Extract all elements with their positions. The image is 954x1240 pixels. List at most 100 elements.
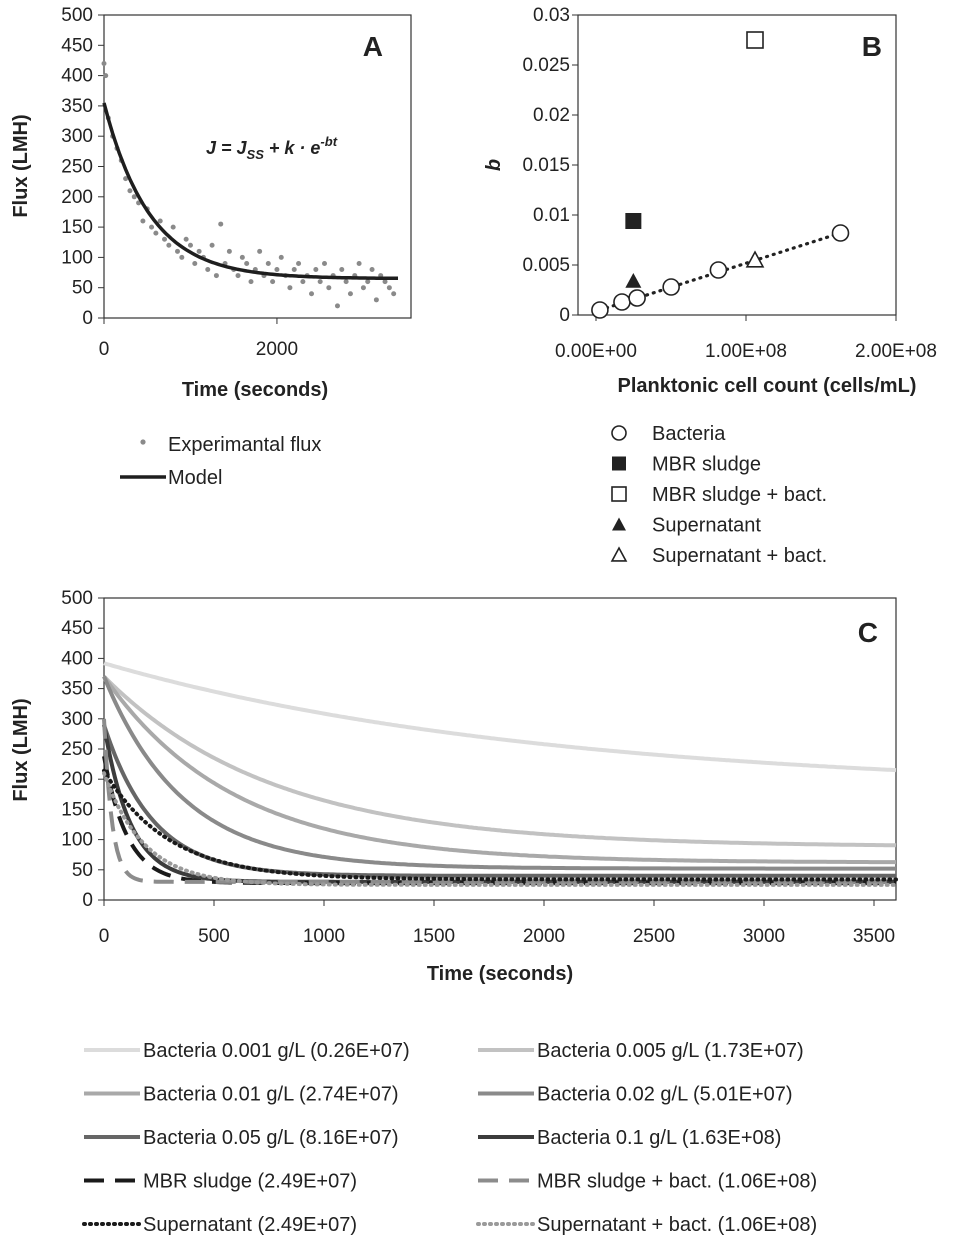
panel-a-data-point: [322, 260, 327, 266]
panel-b-legend-swatch-open-square: [611, 486, 627, 502]
panel-a-y-tick-label: 350: [61, 96, 93, 117]
panel-a-data-point: [166, 242, 172, 248]
panel-a-data-point: [309, 291, 315, 297]
panel-a-data-point: [287, 285, 293, 291]
panel-a-data-point: [162, 236, 168, 242]
panel-a-data-point: [183, 236, 189, 242]
panel-c-y-tick-label: 500: [61, 588, 93, 609]
panel-b-marker-open-circle: [628, 289, 646, 307]
panel-a-data-point: [226, 248, 232, 254]
panel-b-y-tick-label: 0.03: [533, 5, 570, 26]
panel-a-data-point: [103, 73, 109, 79]
panel-c-y-tick-label: 150: [61, 799, 93, 820]
panel-b-legend-swatch-filled-triangle: [612, 517, 626, 531]
panel-c-x-tick-label: 500: [198, 926, 230, 947]
panel-b-x-tick-label: 2.00E+08: [855, 341, 937, 362]
panel-a-data-point: [149, 224, 155, 230]
panel-a-data-point: [157, 218, 163, 224]
panel-a-x-ticks: 0 2000: [99, 318, 298, 360]
panel-c-series-line: [102, 768, 898, 882]
panel-c-legend-label: Supernatant (2.49E+07): [143, 1214, 357, 1236]
panel-a-data-point: [386, 285, 392, 291]
panel-c-series-line: [102, 675, 896, 871]
panel-c-y-tick-label: 300: [61, 709, 93, 730]
panel-a-y-tick-label: 450: [61, 35, 93, 56]
panel-a-data-point: [343, 279, 349, 285]
panel-a-y-tick-label: 100: [61, 247, 93, 268]
panel-a-y-tick-label: 400: [61, 66, 93, 87]
panel-a-equation: J = JSS + k · e-bt: [206, 134, 338, 162]
panel-a-x-tick-label: 2000: [256, 339, 298, 360]
panel-b-legend-label: Bacteria: [652, 423, 726, 445]
panel-a-data-point: [291, 267, 297, 273]
panel-a-data-point: [248, 279, 254, 285]
panel-a-data-point: [334, 303, 340, 309]
panel-b-marker-open-circle: [591, 301, 609, 319]
panel-a-data-point: [213, 273, 219, 279]
panel-c-x-tick-label: 0: [99, 926, 110, 947]
panel-c-x-tick-label: 2500: [633, 926, 675, 947]
panel-c-y-tick-label: 250: [61, 739, 93, 760]
panel-a-data-point: [339, 267, 345, 273]
panel-a-y-tick-label: 50: [72, 278, 93, 299]
panel-a-data-point: [391, 291, 397, 297]
panel-b-legend-swatch-filled-square: [612, 456, 626, 471]
panel-b-y-tick-label: 0.025: [522, 55, 570, 76]
panel-b-marker-open-circle: [831, 224, 850, 242]
panel-c-y-tick-label: 400: [61, 648, 93, 669]
panel-a-data-point: [131, 194, 137, 200]
panel-b-marker-open-circle: [662, 278, 680, 296]
panel-a-data-point: [218, 221, 224, 227]
panel-b-y-tick-label: 0.01: [533, 205, 570, 226]
panel-b-x-tick-label: 1.00E+08: [705, 341, 787, 362]
panel-c-legend-label: Supernatant + bact. (1.06E+08): [537, 1214, 817, 1236]
panel-a-data-point: [265, 260, 271, 266]
panel-a-y-tick-label: 500: [61, 5, 93, 26]
panel-a-data-point: [373, 297, 379, 303]
panel-a-data-point: [300, 279, 306, 285]
panel-b-y-tick-label: 0.015: [522, 155, 570, 176]
panel-b-x-tick-label: 0.00E+00: [555, 341, 637, 362]
panel-a-data-point: [360, 285, 366, 291]
panel-c-series-line: [102, 675, 896, 865]
panel-b-legend-label: MBR sludge: [652, 454, 761, 476]
panel-c-label: C: [858, 617, 878, 648]
panel-c-legend: Bacteria 0.001 g/L (0.26E+07) Bacteria 0.…: [82, 1040, 817, 1236]
panel-b-legend-label: MBR sludge + bact.: [652, 484, 827, 506]
panel-a-data-point: [175, 248, 180, 254]
panel-b-y-tick-label: 0: [559, 305, 570, 326]
panel-c-legend-label: Bacteria 0.1 g/L (1.63E+08): [537, 1127, 781, 1149]
panel-a-data-point: [192, 260, 198, 266]
panel-b-marker-open-triangle: [745, 250, 765, 268]
panel-a-model-line: [102, 102, 398, 281]
panel-a-data-point: [317, 279, 323, 285]
panel-c-legend-label: Bacteria 0.05 g/L (8.16E+07): [143, 1127, 399, 1149]
panel-c-y-tick-label: 0: [82, 890, 93, 911]
panel-c-legend-label: MBR sludge (2.49E+07): [143, 1171, 357, 1193]
panel-a-data-point: [356, 260, 362, 266]
panel-a-legend: Experimantal flux Model: [120, 434, 321, 489]
panel-a-data-point: [278, 254, 284, 260]
panel-a-x-axis-title: Time (seconds): [182, 379, 328, 401]
panel-a-chart: 0 50 100 150 200 250 300 350 400 450 500 0 2000 A J…: [10, 5, 412, 489]
panel-b-marker-open-square: [746, 31, 764, 49]
panel-b-y-axis-title: b: [483, 159, 505, 171]
panel-b-marker-filled-square: [625, 213, 642, 229]
panel-a-data-point: [244, 260, 250, 266]
panel-b-marker-open-circle: [613, 293, 631, 311]
panel-a-label: A: [363, 31, 383, 62]
panel-c-x-tick-label: 3000: [743, 926, 785, 947]
panel-a-y-tick-label: 300: [61, 126, 93, 147]
panel-a-y-tick-label: 200: [61, 187, 93, 208]
panel-c-y-ticks: 0 50 100 150 200 250 300 350 400 450 500: [61, 588, 104, 911]
panel-a-data-point: [239, 254, 245, 260]
panel-a-data-point: [270, 279, 276, 285]
panel-a-data-point: [274, 267, 280, 273]
panel-a-data-point: [153, 230, 159, 236]
panel-c-series-line: [102, 718, 896, 884]
panel-b-y-tick-label: 0.02: [533, 105, 570, 126]
panel-b-legend-label: Supernatant: [652, 515, 761, 537]
panel-b-legend-swatch-open-circle: [611, 425, 627, 441]
panel-b-x-axis-title: Planktonic cell count (cells/mL): [618, 375, 917, 397]
